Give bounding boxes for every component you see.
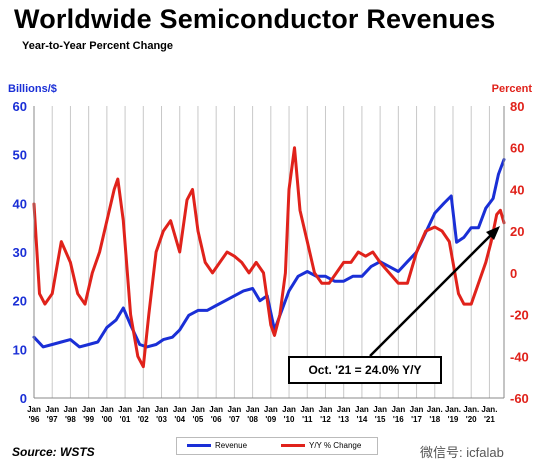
x-tick-label-bottom-17: '13 — [338, 415, 349, 424]
x-tick-label-top-24: Jan. — [463, 405, 479, 414]
x-tick-label-top-11: Jan — [227, 405, 241, 414]
right-tick-label-2: -20 — [510, 308, 529, 323]
x-tick-label-bottom-5: '01 — [120, 415, 131, 424]
x-tick-label-top-14: Jan — [282, 405, 296, 414]
left-tick-label-5: 50 — [13, 148, 27, 163]
x-tick-label-bottom-9: '05 — [193, 415, 204, 424]
legend-label-yoy: Y/Y % Change — [309, 441, 362, 450]
annotation-arrowhead — [486, 226, 500, 240]
legend-swatch-revenue — [187, 444, 211, 447]
x-tick-label-top-20: Jan — [391, 405, 405, 414]
watermark: 微信号: icfalab — [420, 445, 504, 460]
x-tick-labels: Jan'96Jan'97Jan'98Jan'99Jan'00Jan'01Jan'… — [27, 405, 497, 424]
left-tick-label-2: 20 — [13, 294, 27, 309]
right-axis-label: Percent — [492, 83, 533, 95]
x-tick-label-top-2: Jan — [64, 405, 78, 414]
annotation-callout: Oct. '21 = 24.0% Y/Y — [288, 356, 442, 384]
x-tick-label-bottom-16: '12 — [320, 415, 331, 424]
left-tick-label-4: 40 — [13, 196, 27, 211]
annotation-arrow — [369, 229, 497, 357]
legend-label-revenue: Revenue — [215, 441, 248, 450]
right-tick-label-1: -40 — [510, 349, 529, 364]
x-tick-label-top-5: Jan — [118, 405, 132, 414]
series-line-yoy-change — [32, 146, 506, 369]
right-tick-label-0: -60 — [510, 391, 529, 406]
x-tick-label-bottom-4: '00 — [101, 415, 112, 424]
chart-subtitle: Year-to-Year Percent Change — [22, 40, 174, 52]
x-tick-label-bottom-19: '15 — [375, 415, 386, 424]
x-tick-label-bottom-23: '19 — [448, 415, 459, 424]
x-tick-label-bottom-21: '17 — [411, 415, 422, 424]
chart-legend: Revenue Y/Y % Change — [176, 437, 378, 455]
x-tick-label-bottom-7: '03 — [156, 415, 167, 424]
left-tick-label-3: 30 — [13, 245, 27, 260]
x-tick-label-top-3: Jan — [82, 405, 96, 414]
legend-item-yoy: Y/Y % Change — [281, 441, 361, 450]
x-tick-label-bottom-10: '06 — [211, 415, 222, 424]
x-tick-label-top-4: Jan — [100, 405, 114, 414]
right-tick-labels: -60 -40 -20 0 20 40 60 80 — [510, 99, 529, 406]
left-tick-label-0: 0 — [20, 391, 27, 406]
x-tick-label-bottom-0: '96 — [29, 415, 40, 424]
right-tick-label-5: 40 — [510, 182, 524, 197]
x-tick-label-top-23: Jan. — [445, 405, 461, 414]
x-tick-label-top-13: Jan — [264, 405, 278, 414]
source-label: Source: WSTS — [12, 445, 95, 459]
legend-item-revenue: Revenue — [187, 441, 247, 450]
x-tick-label-bottom-18: '14 — [357, 415, 368, 424]
x-tick-label-bottom-11: '07 — [229, 415, 240, 424]
x-tick-label-top-9: Jan — [191, 405, 205, 414]
series-layer — [32, 146, 506, 369]
x-tick-label-top-1: Jan — [45, 405, 59, 414]
x-tick-label-bottom-6: '02 — [138, 415, 149, 424]
x-tick-label-bottom-24: '20 — [466, 415, 477, 424]
x-tick-label-bottom-13: '09 — [265, 415, 276, 424]
x-tick-label-top-21: Jan — [410, 405, 424, 414]
x-tick-label-top-19: Jan — [373, 405, 387, 414]
x-tick-label-top-8: Jan — [173, 405, 187, 414]
x-tick-label-top-16: Jan — [319, 405, 333, 414]
left-tick-label-1: 10 — [13, 342, 27, 357]
x-tick-label-top-12: Jan — [246, 405, 260, 414]
left-tick-label-6: 60 — [13, 99, 27, 114]
x-tick-label-top-25: Jan. — [481, 405, 497, 414]
x-tick-label-top-6: Jan — [136, 405, 150, 414]
x-tick-label-bottom-25: '21 — [484, 415, 495, 424]
left-axis-label: Billions/$ — [8, 83, 57, 95]
plot-background — [34, 106, 504, 398]
x-tick-label-bottom-15: '11 — [302, 415, 313, 424]
x-tick-label-top-17: Jan — [337, 405, 351, 414]
x-tick-label-bottom-22: '18 — [429, 415, 440, 424]
axes — [33, 106, 505, 399]
x-tick-label-top-18: Jan — [355, 405, 369, 414]
right-tick-label-6: 60 — [510, 141, 524, 156]
x-tick-label-bottom-2: '98 — [65, 415, 76, 424]
x-tick-label-bottom-1: '97 — [47, 415, 58, 424]
right-tick-label-4: 20 — [510, 224, 524, 239]
x-tick-label-bottom-3: '99 — [83, 415, 94, 424]
left-tick-labels: 0 10 20 30 40 50 60 — [13, 99, 27, 406]
x-tick-label-bottom-12: '08 — [247, 415, 258, 424]
x-tick-label-bottom-20: '16 — [393, 415, 404, 424]
x-tick-label-bottom-8: '04 — [174, 415, 185, 424]
x-tick-label-top-22: Jan. — [427, 405, 443, 414]
chart-title: Worldwide Semiconductor Revenues — [14, 4, 496, 34]
right-tick-label-7: 80 — [510, 99, 524, 114]
x-tick-label-top-10: Jan — [209, 405, 223, 414]
right-tick-label-3: 0 — [510, 266, 517, 281]
legend-swatch-yoy — [281, 444, 305, 447]
x-tick-label-top-15: Jan — [300, 405, 314, 414]
x-tick-label-top-7: Jan — [155, 405, 169, 414]
x-tick-label-bottom-14: '10 — [284, 415, 295, 424]
x-tick-label-top-0: Jan — [27, 405, 41, 414]
